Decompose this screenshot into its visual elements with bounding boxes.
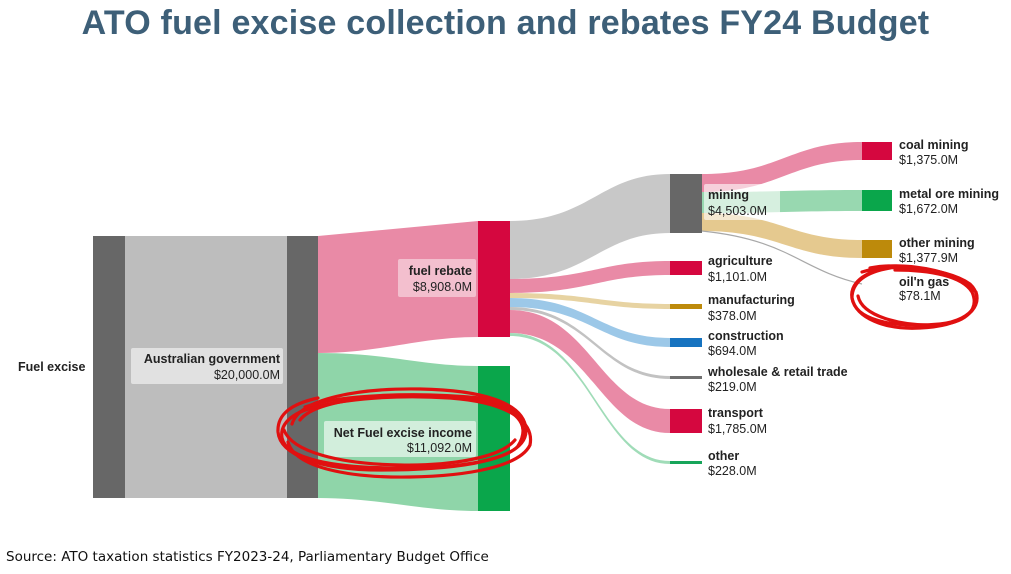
label-government-value: $20,000.0M	[214, 368, 280, 382]
label-bg-fuel-rebate	[398, 259, 476, 297]
label-transport-name: transport	[708, 406, 764, 420]
flow-mining-to-oil-gas	[701, 230, 863, 285]
node-government-right	[287, 236, 318, 498]
label-construction-name: construction	[708, 329, 784, 343]
label-other-mining-name: other mining	[899, 236, 975, 250]
label-manufacturing-value: $378.0M	[708, 309, 757, 323]
label-bg-mining	[704, 184, 780, 220]
label-transport-value: $1,785.0M	[708, 422, 767, 436]
node-metal-ore-mining	[862, 190, 892, 211]
label-oil-gas-value: $78.1M	[899, 289, 941, 303]
flow-rebate-to-mining	[510, 174, 670, 279]
label-agriculture-value: $1,101.0M	[708, 270, 767, 284]
flow-government-to-fuel-rebate	[318, 221, 478, 353]
flow-rebate-to-manufacturing	[510, 293, 670, 309]
node-fuel-excise	[93, 236, 125, 498]
label-net-income-name: Net Fuel excise income	[334, 426, 472, 440]
label-oil-gas-name: oil'n gas	[899, 275, 949, 289]
source-note: Source: ATO taxation statistics FY2023-2…	[6, 549, 489, 565]
label-metal-ore-mining-value: $1,672.0M	[899, 202, 958, 216]
flow-rebate-to-transport	[510, 310, 670, 433]
flow-rebate-to-other	[510, 333, 670, 464]
label-wholesale-value: $219.0M	[708, 380, 757, 394]
label-other-name: other	[708, 449, 739, 463]
label-coal-mining-name: coal mining	[899, 138, 968, 152]
label-fuel-rebate-name: fuel rebate	[409, 264, 472, 278]
label-coal-mining-value: $1,375.0M	[899, 153, 958, 167]
node-other	[670, 461, 702, 464]
label-metal-ore-mining-name: metal ore mining	[899, 187, 999, 201]
red-circle-annotation-oil-gas	[850, 264, 979, 330]
label-mining-value: $4,503.0M	[708, 204, 767, 218]
chart-title: ATO fuel excise collection and rebates F…	[81, 4, 930, 42]
label-agriculture-name: agriculture	[708, 254, 773, 268]
node-fuel-rebate	[478, 221, 510, 337]
label-other-mining-value: $1,377.9M	[899, 251, 958, 265]
label-wholesale-name: wholesale & retail trade	[707, 365, 848, 379]
label-fuel-rebate-value: $8,908.0M	[413, 280, 472, 294]
node-coal-mining	[862, 142, 892, 160]
node-construction	[670, 338, 702, 347]
node-other-mining	[862, 240, 892, 258]
flow-mining-to-other-mining	[702, 213, 862, 258]
node-agriculture	[670, 261, 702, 275]
label-construction-value: $694.0M	[708, 344, 757, 358]
label-net-income-value: $11,092.0M	[407, 441, 472, 455]
node-transport	[670, 409, 702, 433]
label-government-name: Australian government	[144, 352, 281, 366]
node-wholesale	[670, 376, 702, 379]
label-bg-government	[131, 348, 283, 384]
flow-rebate-to-agriculture	[510, 261, 670, 293]
node-mining	[670, 174, 702, 233]
label-other-value: $228.0M	[708, 464, 757, 478]
label-bg-net-income	[324, 421, 476, 457]
node-net-income	[478, 366, 510, 511]
flow-rebate-to-construction	[510, 298, 670, 347]
label-manufacturing-name: manufacturing	[708, 293, 795, 307]
node-manufacturing	[670, 304, 702, 309]
flow-mining-to-coal	[702, 142, 862, 192]
label-fuel-excise: Fuel excise	[18, 360, 85, 374]
label-mining-name: mining	[708, 188, 749, 202]
red-circle-annotation-net-income	[276, 387, 533, 479]
